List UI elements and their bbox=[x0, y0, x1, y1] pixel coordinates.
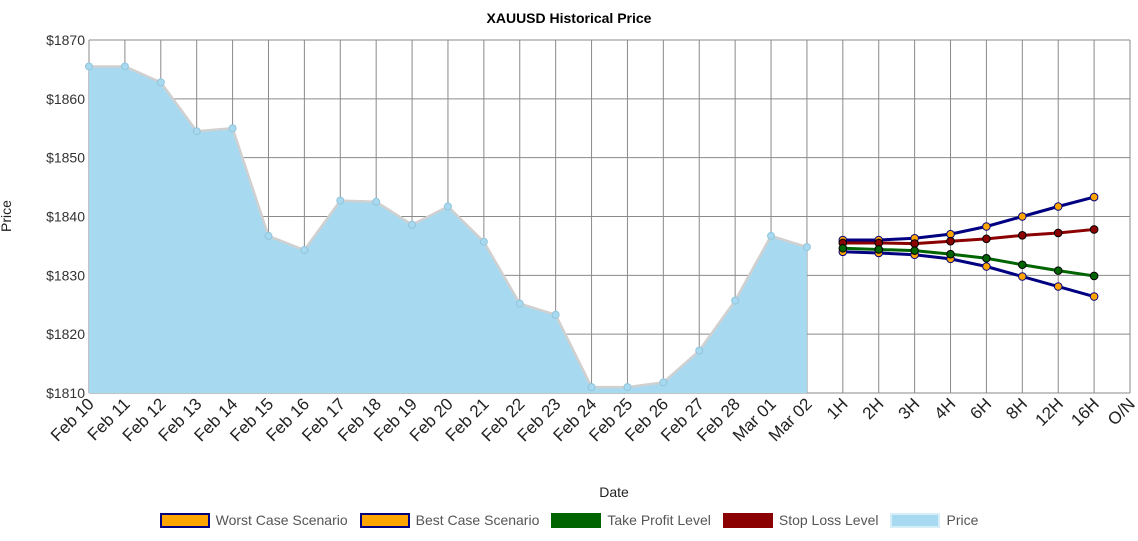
x-tick-label: 16H bbox=[1067, 394, 1102, 429]
legend-item[interactable]: Best Case Scenario bbox=[359, 512, 540, 528]
y-tick-label: $1870 bbox=[46, 32, 85, 48]
take-profit-level-point bbox=[982, 253, 991, 263]
stop-loss-level-point bbox=[946, 236, 955, 246]
stop-loss-level-point bbox=[982, 234, 991, 244]
price-area bbox=[89, 66, 807, 393]
worst-case-scenario-point bbox=[1089, 292, 1099, 301]
price-point bbox=[695, 346, 704, 355]
legend-label: Take Profit Level bbox=[607, 512, 711, 528]
price-point bbox=[120, 62, 129, 71]
price-point bbox=[515, 299, 524, 308]
price-point bbox=[623, 383, 632, 392]
price-point bbox=[479, 237, 488, 246]
best-case-scenario-point bbox=[1053, 202, 1063, 211]
x-tick-label: 2H bbox=[859, 394, 888, 423]
chart-title: XAUUSD Historical Price bbox=[487, 10, 652, 26]
legend-label: Stop Loss Level bbox=[778, 512, 879, 528]
legend-label: Worst Case Scenario bbox=[215, 512, 348, 528]
x-axis-label: Date bbox=[599, 484, 629, 500]
legend-swatch bbox=[890, 512, 941, 528]
price-point bbox=[551, 310, 560, 319]
legend-label: Price bbox=[946, 512, 979, 528]
stop-loss-level-line bbox=[842, 227, 1095, 246]
price-point bbox=[372, 197, 381, 206]
price-chart: XAUUSD Historical Price $1810$1820$1830$… bbox=[0, 10, 1138, 500]
legend-item[interactable]: Stop Loss Level bbox=[722, 512, 879, 528]
best-case-scenario-point bbox=[1089, 192, 1099, 202]
price-point bbox=[731, 296, 740, 305]
y-tick-label: $1820 bbox=[46, 326, 85, 342]
legend-item[interactable]: Worst Case Scenario bbox=[159, 512, 348, 528]
take-profit-level-point bbox=[946, 249, 955, 259]
best-case-scenario-point bbox=[982, 222, 991, 231]
take-profit-level-point bbox=[1089, 271, 1099, 281]
y-tick-label: $1860 bbox=[46, 91, 85, 107]
price-point bbox=[408, 220, 417, 229]
price-point bbox=[767, 231, 776, 240]
stop-loss-level-point bbox=[1053, 228, 1063, 238]
price-point bbox=[443, 202, 452, 211]
take-profit-level-point bbox=[838, 243, 848, 253]
worst-case-scenario-point bbox=[1018, 272, 1027, 281]
legend-label: Best Case Scenario bbox=[415, 512, 540, 528]
y-tick-label: $1810 bbox=[46, 385, 85, 401]
best-case-scenario-point bbox=[1018, 212, 1027, 221]
price-point bbox=[264, 231, 273, 240]
price-point bbox=[192, 127, 201, 136]
x-tick-label: 6H bbox=[966, 394, 995, 423]
y-tick-label: $1830 bbox=[46, 267, 85, 283]
y-axis-ticks: $1810 $1820 $1830 $1840 $1850 $1860 $1870 bbox=[46, 32, 85, 401]
stop-loss-level-point bbox=[1018, 231, 1027, 240]
forecast-lines bbox=[842, 195, 1095, 298]
price-point bbox=[659, 378, 668, 387]
take-profit-level-point bbox=[874, 245, 884, 254]
price-point bbox=[228, 124, 237, 133]
y-tick-label: $1850 bbox=[46, 150, 85, 166]
y-axis-label: Price bbox=[0, 200, 14, 232]
take-profit-level-point bbox=[910, 246, 919, 255]
legend-swatch bbox=[159, 512, 210, 528]
price-point bbox=[587, 383, 596, 392]
stop-loss-level-point bbox=[1089, 225, 1099, 234]
x-tick-label: 12H bbox=[1032, 394, 1067, 429]
x-tick-label: 4H bbox=[931, 394, 960, 423]
price-point bbox=[85, 62, 93, 71]
x-tick-label: 1H bbox=[823, 394, 852, 423]
legend-swatch bbox=[722, 512, 773, 528]
take-profit-level-line bbox=[842, 246, 1095, 278]
x-tick-label: 8H bbox=[1002, 394, 1031, 423]
x-tick-label: O/N bbox=[1104, 394, 1138, 429]
take-profit-level-point bbox=[1018, 260, 1027, 270]
take-profit-level-point bbox=[1053, 266, 1063, 275]
legend-swatch bbox=[551, 512, 602, 528]
legend-swatch bbox=[359, 512, 410, 528]
y-tick-label: $1840 bbox=[46, 209, 85, 225]
stop-loss-level-point bbox=[910, 239, 919, 248]
legend-item[interactable]: Take Profit Level bbox=[551, 512, 711, 528]
worst-case-scenario-line bbox=[842, 250, 1095, 298]
price-point bbox=[156, 78, 165, 87]
price-point bbox=[802, 243, 811, 252]
data-points bbox=[85, 62, 1099, 392]
worst-case-scenario-point bbox=[1053, 282, 1063, 291]
price-point bbox=[300, 246, 309, 255]
x-tick-label: 3H bbox=[895, 394, 924, 423]
best-case-scenario-point bbox=[946, 229, 955, 239]
best-case-scenario-line bbox=[842, 195, 1095, 242]
price-point bbox=[336, 196, 345, 205]
legend-item[interactable]: Price bbox=[890, 512, 978, 528]
worst-case-scenario-point bbox=[982, 262, 991, 271]
legend: Worst Case Scenario Best Case Scenario Tak… bbox=[0, 509, 1138, 531]
